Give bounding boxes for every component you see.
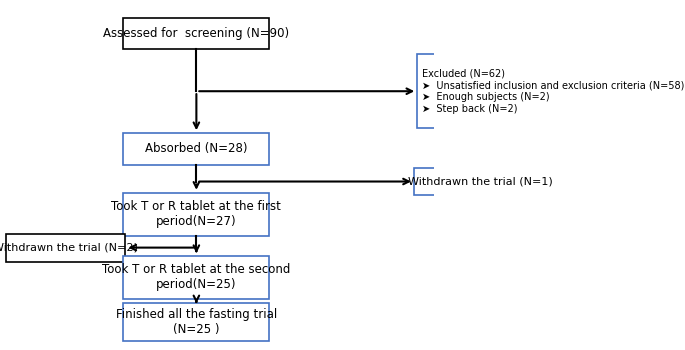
Bar — [417, 54, 596, 128]
Bar — [123, 133, 269, 165]
Bar — [414, 168, 547, 196]
Text: Excluded (N=62)
➤  Unsatisfied inclusion and exclusion criteria (N=58)
➤  Enough: Excluded (N=62) ➤ Unsatisfied inclusion … — [423, 69, 685, 114]
Text: Took T or R tablet at the second
period(N=25): Took T or R tablet at the second period(… — [102, 264, 290, 292]
Text: Absorbed (N=28): Absorbed (N=28) — [145, 142, 247, 155]
Text: Finished all the fasting trial
(N=25 ): Finished all the fasting trial (N=25 ) — [116, 308, 277, 336]
Bar — [123, 18, 269, 49]
Text: Took T or R tablet at the first
period(N=27): Took T or R tablet at the first period(N… — [112, 200, 282, 228]
Text: Withdrawn the trial (N=1): Withdrawn the trial (N=1) — [408, 176, 553, 187]
Text: Assessed for  screening (N=90): Assessed for screening (N=90) — [103, 27, 290, 40]
Bar — [6, 234, 125, 261]
Bar — [123, 193, 269, 236]
Bar — [123, 303, 269, 341]
Text: Withdrawn the trial (N=2): Withdrawn the trial (N=2) — [0, 243, 138, 253]
Bar — [123, 256, 269, 299]
